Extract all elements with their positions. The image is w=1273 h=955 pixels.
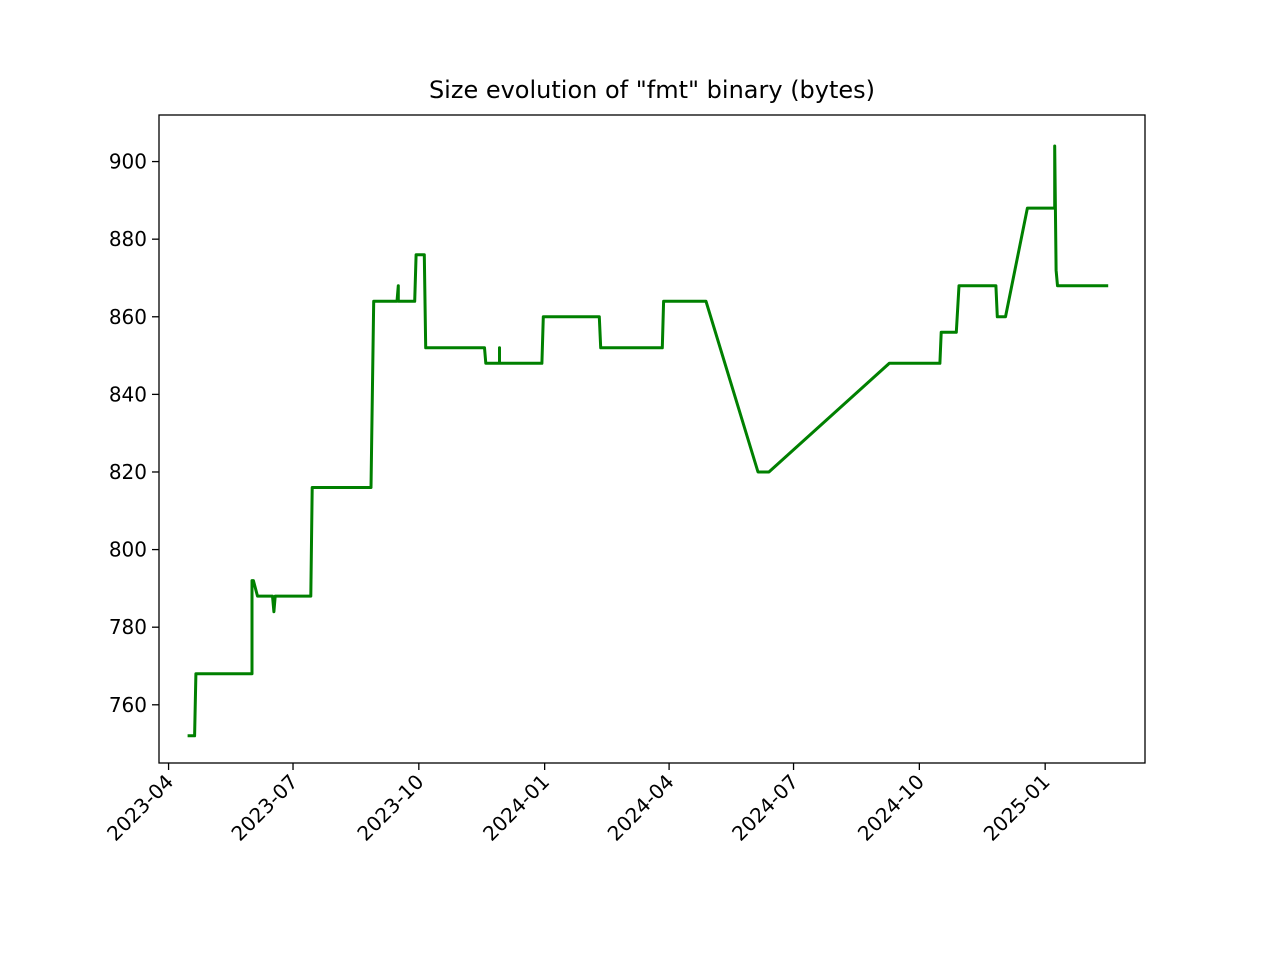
y-tick-label: 760 [109,693,147,717]
x-tick-label: 2023-07 [226,770,302,846]
x-tick-label: 2024-01 [478,770,554,846]
plot-area [158,114,1146,764]
y-tick-label: 860 [109,305,147,329]
x-tick-label: 2024-04 [603,770,679,846]
chart-title: Size evolution of "fmt" binary (bytes) [429,76,875,104]
x-tick-label: 2025-01 [979,770,1055,846]
y-tick-label: 800 [109,538,147,562]
series-line [187,144,1109,738]
y-tick-label: 900 [109,150,147,174]
y-tick-label: 880 [109,227,147,251]
y-tick-label: 780 [109,615,147,639]
x-tick-label: 2024-10 [853,770,929,846]
plot-frame [158,114,1146,764]
y-tick-label: 820 [109,460,147,484]
x-axis: 2023-04 2023-07 2023-10 2024-01 2024-04 2024-… [102,763,1055,846]
x-tick-label: 2023-04 [102,770,178,846]
y-tick-label: 840 [109,382,147,406]
y-axis: 760 780 800 820 840 860 880 900 [109,150,159,717]
x-tick-label: 2023-10 [352,770,428,846]
x-tick-label: 2024-07 [727,770,803,846]
